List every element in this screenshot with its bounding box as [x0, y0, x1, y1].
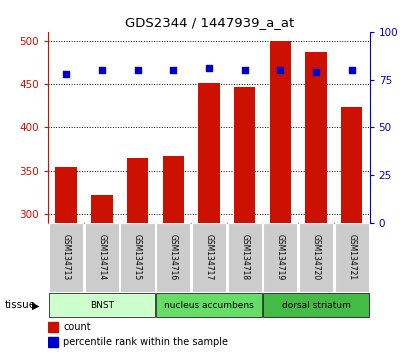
Text: GSM134715: GSM134715: [133, 234, 142, 281]
Text: percentile rank within the sample: percentile rank within the sample: [63, 337, 228, 347]
Text: ▶: ▶: [32, 300, 39, 310]
Bar: [156, 293, 262, 317]
Text: GDS2344 / 1447939_a_at: GDS2344 / 1447939_a_at: [126, 16, 294, 29]
Text: GSM134716: GSM134716: [169, 234, 178, 281]
Text: GSM134719: GSM134719: [276, 234, 285, 281]
Bar: [48, 337, 58, 347]
Point: [312, 69, 319, 75]
Bar: [335, 223, 369, 292]
Point: [206, 65, 212, 71]
Text: GSM134718: GSM134718: [240, 234, 249, 281]
Bar: [263, 223, 297, 292]
Text: nucleus accumbens: nucleus accumbens: [164, 301, 254, 310]
Point: [349, 67, 355, 73]
Point: [98, 67, 105, 73]
Text: BNST: BNST: [90, 301, 114, 310]
Bar: [198, 83, 220, 223]
Point: [63, 71, 70, 77]
Text: GSM134713: GSM134713: [62, 234, 71, 281]
Bar: [341, 107, 362, 223]
Text: GSM134721: GSM134721: [347, 234, 356, 281]
Bar: [192, 223, 226, 292]
Bar: [299, 223, 333, 292]
Text: dorsal striatum: dorsal striatum: [282, 301, 350, 310]
Bar: [49, 293, 155, 317]
Point: [277, 67, 284, 73]
Bar: [156, 223, 190, 292]
Point: [134, 67, 141, 73]
Text: GSM134720: GSM134720: [312, 234, 320, 281]
Text: GSM134714: GSM134714: [97, 234, 106, 281]
Bar: [55, 166, 77, 223]
Bar: [228, 223, 262, 292]
Bar: [234, 87, 255, 223]
Bar: [263, 293, 369, 317]
Bar: [270, 41, 291, 223]
Bar: [91, 195, 113, 223]
Bar: [49, 223, 83, 292]
Point: [241, 67, 248, 73]
Text: GSM134717: GSM134717: [205, 234, 213, 281]
Bar: [305, 52, 327, 223]
Bar: [163, 156, 184, 223]
Text: count: count: [63, 322, 91, 332]
Bar: [127, 158, 148, 223]
Text: tissue: tissue: [4, 300, 35, 310]
Bar: [121, 223, 155, 292]
Bar: [48, 322, 58, 332]
Bar: [85, 223, 119, 292]
Point: [170, 67, 177, 73]
